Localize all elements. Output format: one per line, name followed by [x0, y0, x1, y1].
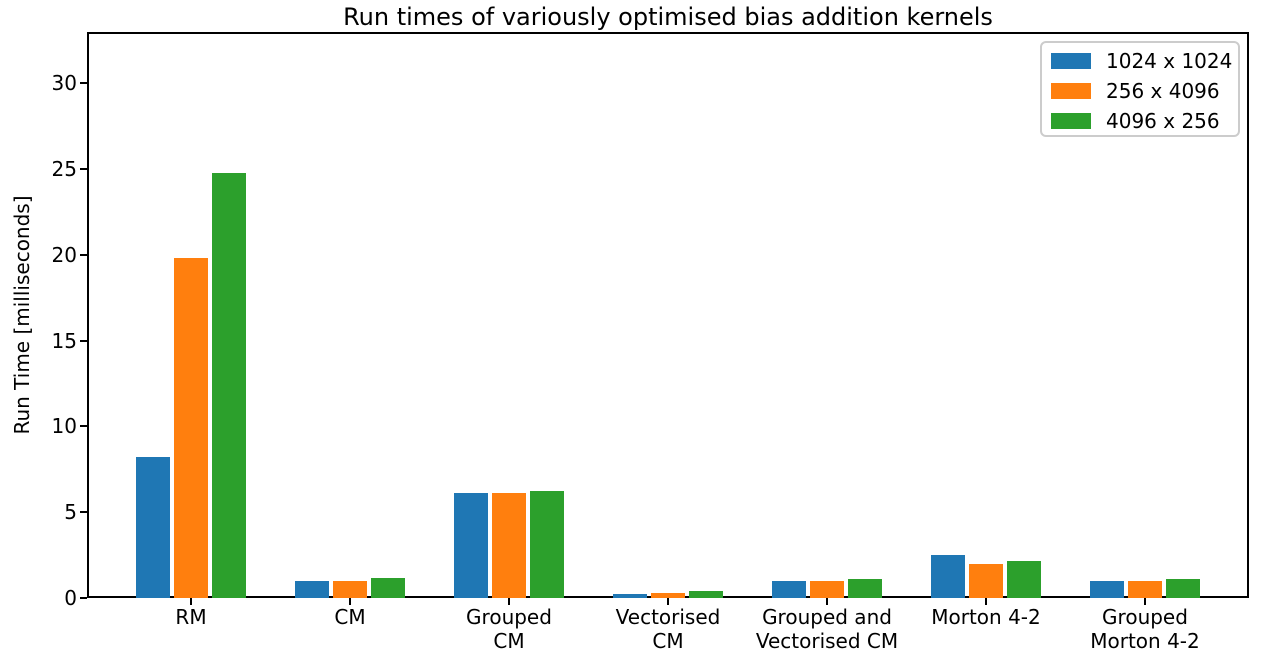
bar — [530, 490, 564, 598]
y-tick-label: 20 — [51, 242, 77, 267]
bar — [174, 258, 208, 598]
chart-title: Run times of variously optimised bias ad… — [343, 3, 993, 31]
bar — [136, 457, 170, 598]
y-tick-label: 30 — [51, 71, 77, 96]
legend: 1024 x 1024 256 x 4096 4096 x 256 — [1040, 41, 1240, 137]
bar — [651, 592, 685, 598]
legend-row: 4096 x 256 — [1051, 106, 1238, 136]
x-tick-label: RM — [175, 605, 207, 629]
bar — [492, 493, 526, 598]
x-tick-label: Grouped CM — [466, 605, 552, 651]
x-tick-mark — [1144, 598, 1146, 605]
bar — [1007, 561, 1041, 598]
x-tick-mark — [190, 598, 192, 605]
x-tick-label: Grouped Morton 4-2 — [1090, 605, 1200, 651]
legend-swatch — [1051, 53, 1091, 69]
bar — [613, 593, 647, 598]
y-tick-label: 15 — [51, 328, 77, 353]
y-tick-mark — [80, 425, 87, 428]
bar — [772, 580, 806, 598]
bar — [212, 172, 246, 598]
bar — [454, 493, 488, 598]
bar — [969, 563, 1003, 598]
bar — [848, 579, 882, 598]
x-tick-label: CM — [334, 605, 366, 629]
y-tick-label: 5 — [64, 500, 77, 525]
legend-swatch — [1051, 113, 1091, 129]
legend-row: 1024 x 1024 — [1051, 46, 1238, 76]
y-tick-mark — [80, 253, 87, 256]
y-tick-mark — [80, 339, 87, 342]
bar — [295, 580, 329, 598]
x-tick-mark — [508, 598, 510, 605]
bar — [931, 555, 965, 598]
bar — [1166, 579, 1200, 598]
y-tick-label: 10 — [51, 414, 77, 439]
x-tick-label: Vectorised CM — [615, 605, 721, 651]
x-tick-mark — [985, 598, 987, 605]
legend-label: 256 x 4096 — [1106, 79, 1220, 103]
legend-label: 4096 x 256 — [1106, 109, 1220, 133]
y-tick-mark — [80, 168, 87, 171]
bar — [689, 591, 723, 598]
y-tick-mark — [80, 82, 87, 85]
y-tick-mark — [80, 597, 87, 599]
bar — [1090, 580, 1124, 598]
x-tick-mark — [667, 598, 669, 605]
bar — [1128, 580, 1162, 598]
bar — [810, 580, 844, 598]
x-tick-mark — [826, 598, 828, 605]
legend-row: 256 x 4096 — [1051, 76, 1238, 106]
x-tick-label: Grouped and Vectorised CM — [755, 605, 899, 651]
x-tick-mark — [349, 598, 351, 605]
legend-swatch — [1051, 83, 1091, 99]
bar — [371, 578, 405, 598]
y-tick-label: 0 — [64, 586, 77, 610]
legend-label: 1024 x 1024 — [1106, 49, 1233, 73]
bar — [333, 580, 367, 598]
y-tick-label: 25 — [51, 157, 77, 182]
x-tick-label: Morton 4-2 — [931, 605, 1041, 629]
y-tick-mark — [80, 511, 87, 514]
